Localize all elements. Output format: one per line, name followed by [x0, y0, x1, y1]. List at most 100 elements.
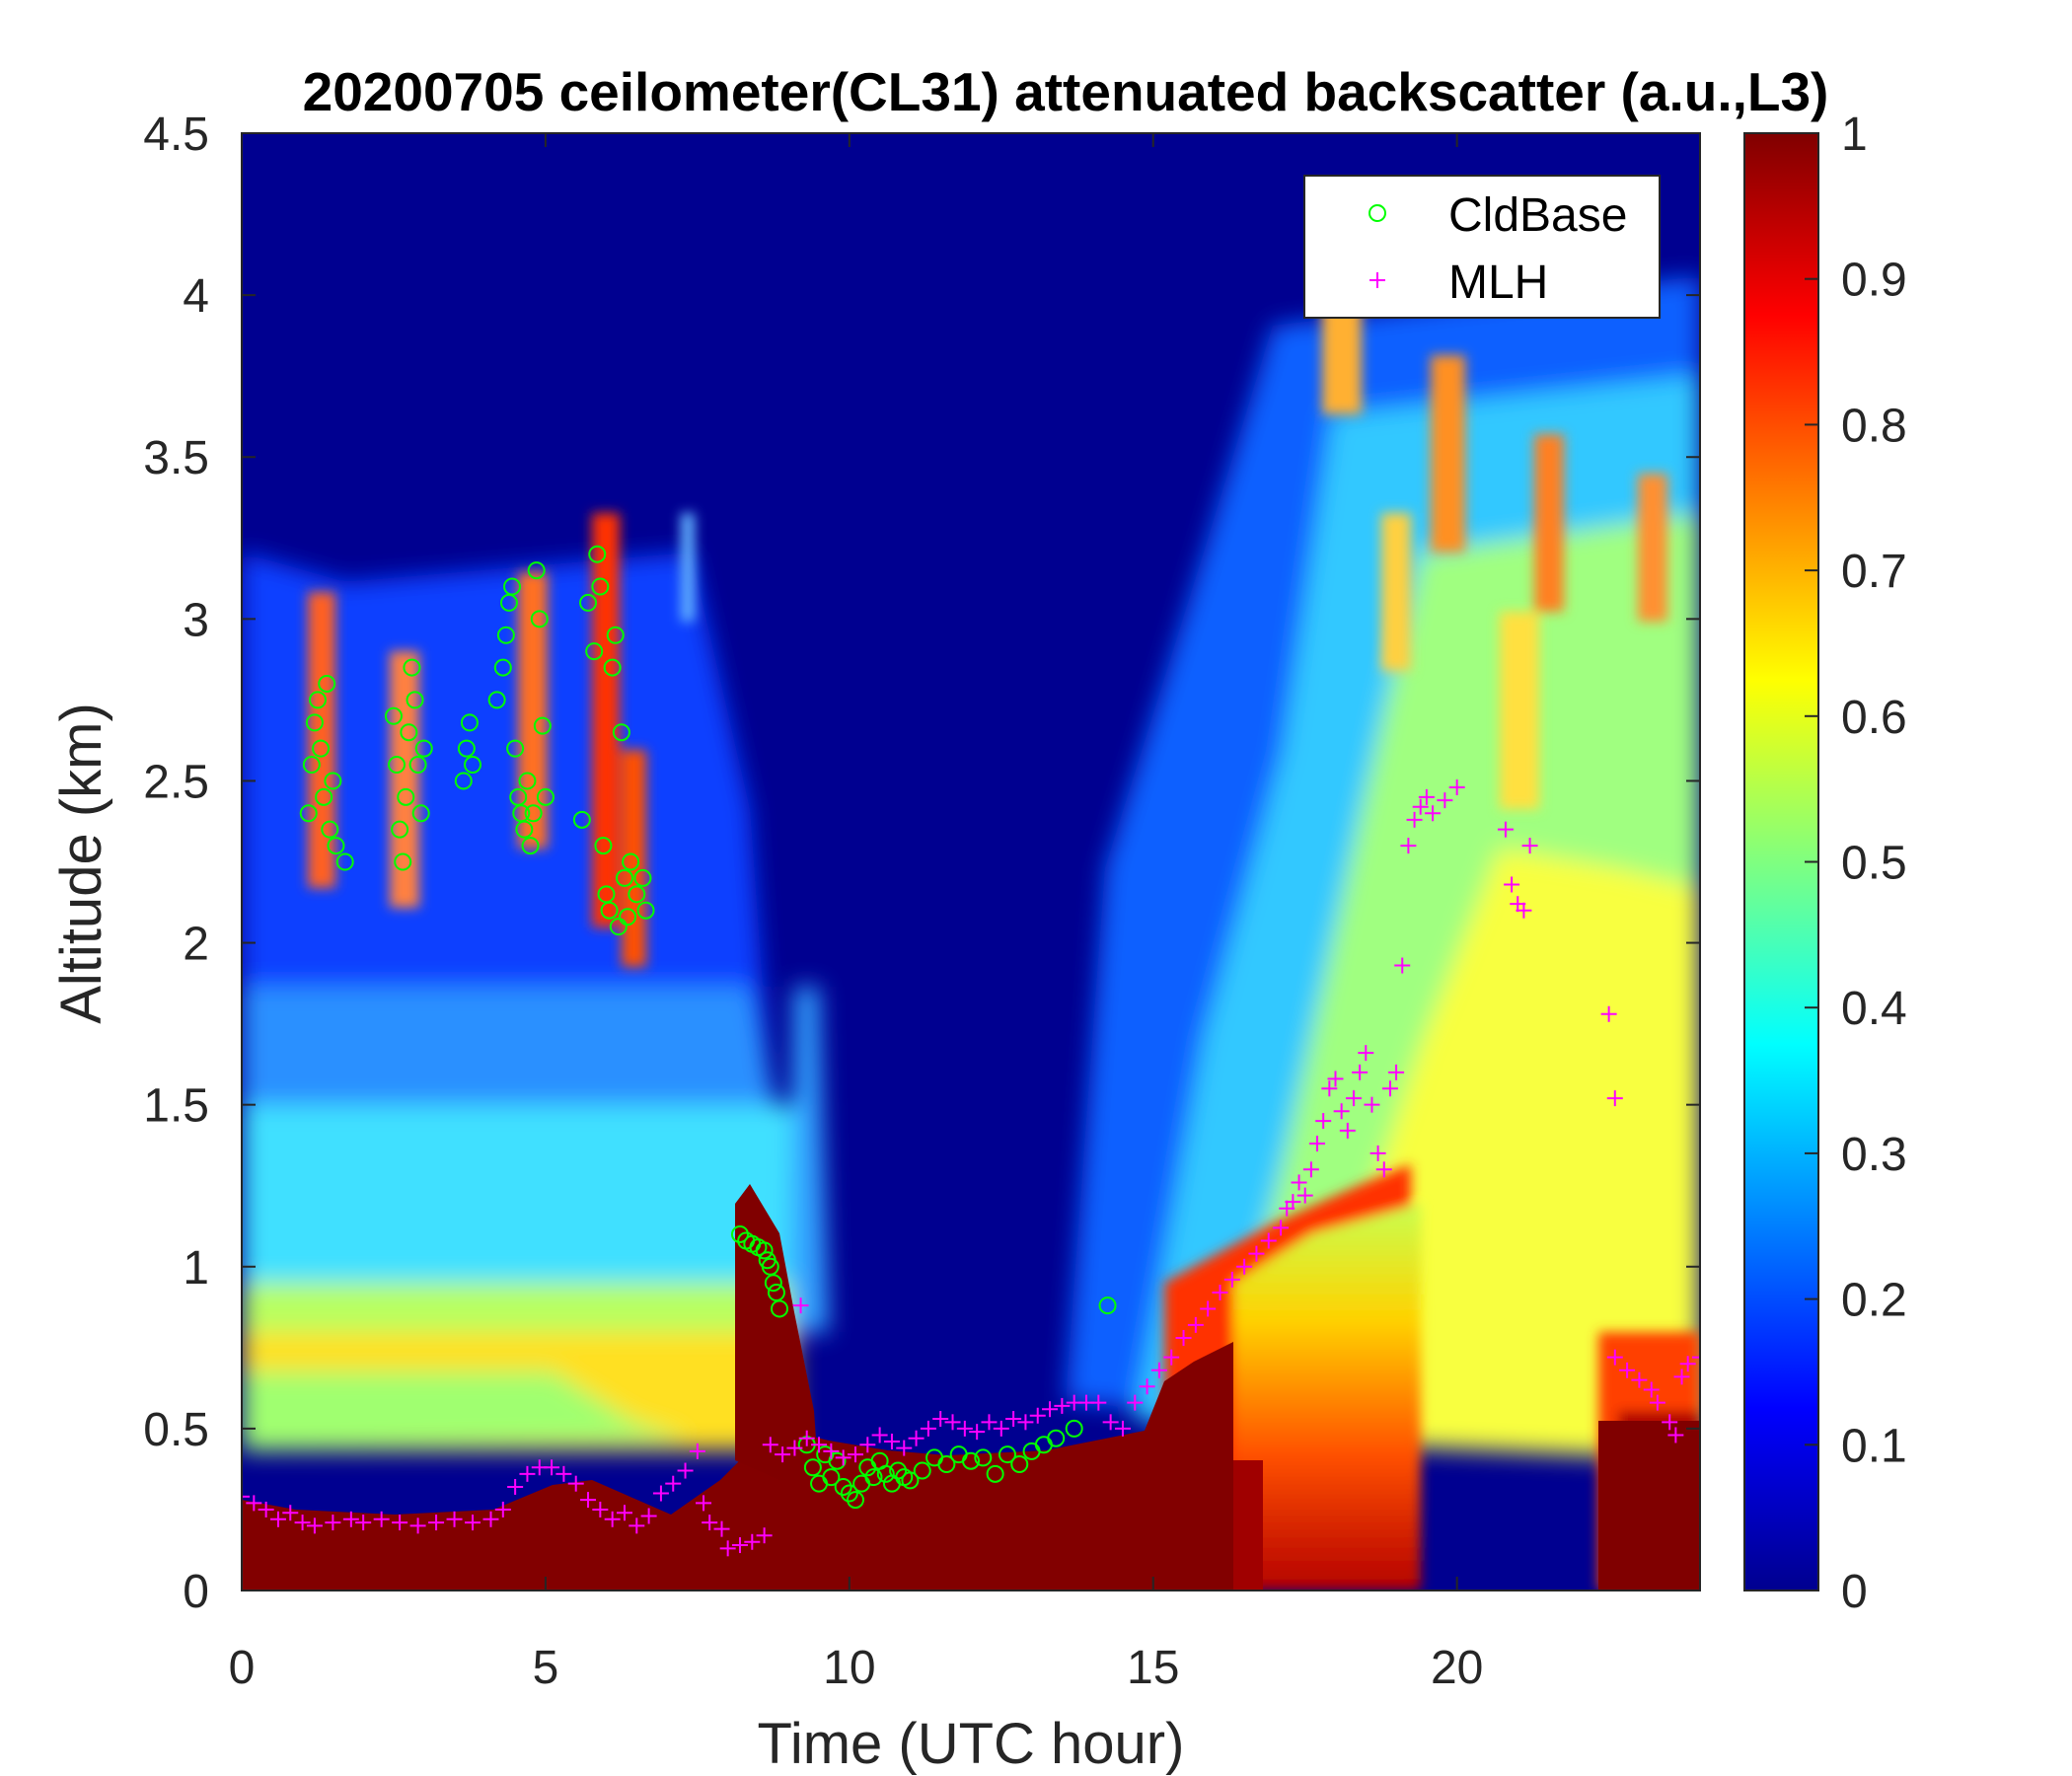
mlh-point [555, 1465, 572, 1482]
cldbase-point [609, 918, 628, 936]
mlh-point [1679, 1356, 1696, 1372]
mlh-point [242, 1488, 250, 1505]
colorbar: 0 0.1 0.2 0.3 0.4 0.5 0.6 0.7 0.8 0.9 1 [1743, 109, 1907, 1618]
cldbase-point [636, 901, 655, 920]
cldbase-point [1047, 1429, 1066, 1447]
mlh-point [1631, 1371, 1648, 1388]
mlh-point [1418, 788, 1435, 805]
mlh-point [775, 1446, 791, 1463]
y-tick-label: 1 [183, 1242, 209, 1295]
cldbase-point [394, 852, 412, 871]
colorbar-tick-label: 0.1 [1841, 1420, 1907, 1472]
mlh-point [592, 1501, 609, 1517]
cldbase-point [530, 610, 549, 629]
cldbase-point [603, 658, 622, 677]
cldbase-point [606, 626, 625, 644]
mlh-point [1042, 1401, 1059, 1418]
mlh-point [859, 1437, 876, 1453]
x-tick-label: 20 [1431, 1642, 1483, 1694]
mlh-point [1643, 1381, 1660, 1398]
colorbar-axis: 0 0.1 0.2 0.3 0.4 0.5 0.6 0.7 0.8 0.9 1 [1805, 109, 1907, 1618]
mlh-point [1054, 1397, 1071, 1414]
mlh-point [580, 1492, 597, 1509]
mlh-point [744, 1533, 761, 1550]
cldbase-point [487, 691, 506, 709]
mlh-point [629, 1517, 645, 1534]
mlh-point [993, 1420, 1009, 1437]
mlh-point [677, 1462, 694, 1479]
mlh-point [1673, 1369, 1690, 1385]
legend-box [1303, 175, 1661, 319]
cldbase-point [901, 1471, 920, 1490]
mlh-point [713, 1520, 730, 1537]
mlh-point [756, 1527, 773, 1544]
mlh-point [1273, 1220, 1290, 1236]
mlh-point [1358, 1045, 1374, 1062]
mlh-point [1302, 1161, 1319, 1178]
mlh-point [1381, 1080, 1398, 1097]
mlh-point [1291, 1174, 1307, 1191]
mlh-point [306, 1517, 323, 1534]
mlh-point [969, 1424, 986, 1441]
mlh-point [1364, 1096, 1380, 1113]
y-tick-label: 3 [183, 594, 209, 646]
cldbase-point [403, 658, 421, 677]
mlh-point [1333, 1103, 1350, 1120]
cldbase-point [834, 1477, 852, 1496]
cldbase-point [406, 691, 424, 709]
mlh-point [544, 1459, 560, 1476]
cldbase-point [302, 756, 321, 775]
mlh-point [342, 1511, 359, 1527]
cldbase-point [600, 901, 619, 920]
cldbase-point [496, 626, 515, 644]
legend-cldbase-label: CldBase [1448, 189, 1627, 242]
mlh-point [1175, 1329, 1192, 1346]
mlh-point [1437, 792, 1453, 809]
mlh-point [1327, 1071, 1344, 1087]
x-tick-label: 5 [533, 1642, 559, 1694]
mlh-point [1425, 805, 1442, 822]
mlh-point [1448, 779, 1465, 796]
mlh-point [1236, 1258, 1253, 1275]
mlh-point [1497, 821, 1514, 838]
cldbase-point [515, 820, 534, 839]
cldbase-point [846, 1491, 864, 1510]
x-tick-label: 10 [823, 1642, 875, 1694]
mlh-point [1504, 876, 1520, 893]
plot-frame [241, 132, 1701, 1591]
y-tick-label: 2 [183, 919, 209, 971]
mlh-point [1516, 902, 1532, 919]
cldbase-point [308, 691, 327, 709]
mlh-point [1412, 798, 1429, 815]
colorbar-tick-label: 0.3 [1841, 1129, 1907, 1181]
cldbase-point [591, 577, 610, 596]
mlh-point [1339, 1122, 1356, 1139]
colorbar-tick-label: 1 [1841, 109, 1868, 161]
mlh-point [896, 1440, 913, 1456]
cldbase-point [633, 868, 652, 887]
mlh-point [282, 1505, 299, 1521]
cldbase-point [524, 804, 543, 823]
cldbase-point [324, 772, 342, 790]
mlh-point [428, 1515, 445, 1531]
x-tick-label: 0 [229, 1642, 256, 1694]
cldbase-point [755, 1241, 774, 1260]
mlh-point [355, 1515, 372, 1531]
mlh-point [446, 1511, 463, 1527]
cldbase-point [771, 1299, 789, 1318]
cldbase-point [464, 756, 482, 775]
mlh-point [823, 1443, 840, 1459]
y-axis-label: Altitude (km) [49, 703, 113, 1024]
legend-cldbase-marker [1369, 204, 1386, 222]
cldbase-point [503, 577, 522, 596]
mlh-point [1388, 1064, 1405, 1080]
cldbase-point [579, 593, 598, 612]
mlh-point [1352, 1064, 1369, 1080]
mlh-point [847, 1446, 863, 1463]
cldbase-point [388, 756, 407, 775]
cldbase-point [305, 713, 324, 732]
mlh-point [811, 1437, 828, 1453]
y-tick-label: 0.5 [143, 1404, 209, 1456]
cldbase-point [400, 723, 418, 742]
mlh-point [1029, 1407, 1046, 1424]
